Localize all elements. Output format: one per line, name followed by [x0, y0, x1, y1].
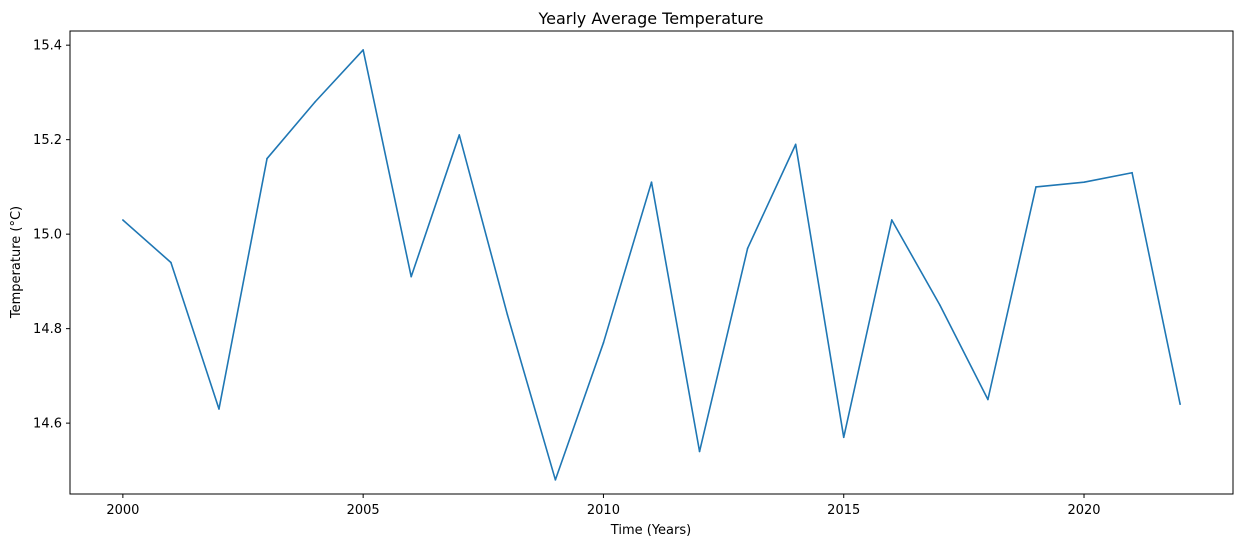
data-point — [314, 101, 316, 103]
data-point — [746, 247, 749, 250]
data-point — [939, 304, 941, 306]
data-point — [1131, 171, 1133, 174]
y-tick-label: 14.6 — [33, 417, 62, 432]
y-tick-label: 14.8 — [33, 322, 62, 337]
x-tick-label: 2010 — [587, 503, 620, 518]
data-points — [122, 49, 1181, 481]
data-point — [266, 157, 268, 160]
y-tick-label: 15.0 — [33, 228, 62, 243]
x-axis-label: Time (Years) — [610, 523, 691, 538]
data-point — [362, 49, 364, 51]
data-point — [602, 342, 605, 344]
data-point — [506, 313, 509, 316]
data-point — [842, 436, 845, 439]
y-axis: 14.6 14.8 15.0 15.2 15.4 — [33, 39, 70, 432]
data-point — [794, 143, 797, 146]
x-tick-label: 2005 — [347, 503, 380, 518]
plot-frame — [69, 30, 1234, 495]
data-point — [1083, 181, 1085, 183]
x-axis: 2000 2005 2010 2015 2020 — [106, 494, 1101, 518]
data-point — [650, 181, 653, 183]
x-tick-label: 2020 — [1067, 503, 1100, 518]
x-tick-label: 2000 — [106, 503, 139, 518]
data-point — [987, 398, 989, 401]
y-tick-label: 15.2 — [33, 133, 62, 148]
temperature-line — [122, 49, 1181, 481]
x-tick-label: 2015 — [827, 503, 860, 518]
y-tick-label: 15.4 — [33, 39, 62, 54]
data-point — [554, 479, 557, 481]
chart-title: Yearly Average Temperature — [537, 9, 763, 28]
data-point — [170, 261, 172, 264]
data-point — [122, 219, 124, 221]
data-point — [458, 134, 461, 136]
y-axis-label: Temperature (°C) — [9, 206, 24, 319]
data-point — [218, 408, 220, 410]
data-point — [1179, 403, 1181, 406]
data-point — [698, 450, 701, 453]
data-point — [410, 275, 413, 278]
data-point — [890, 219, 893, 221]
data-point — [1035, 186, 1037, 188]
